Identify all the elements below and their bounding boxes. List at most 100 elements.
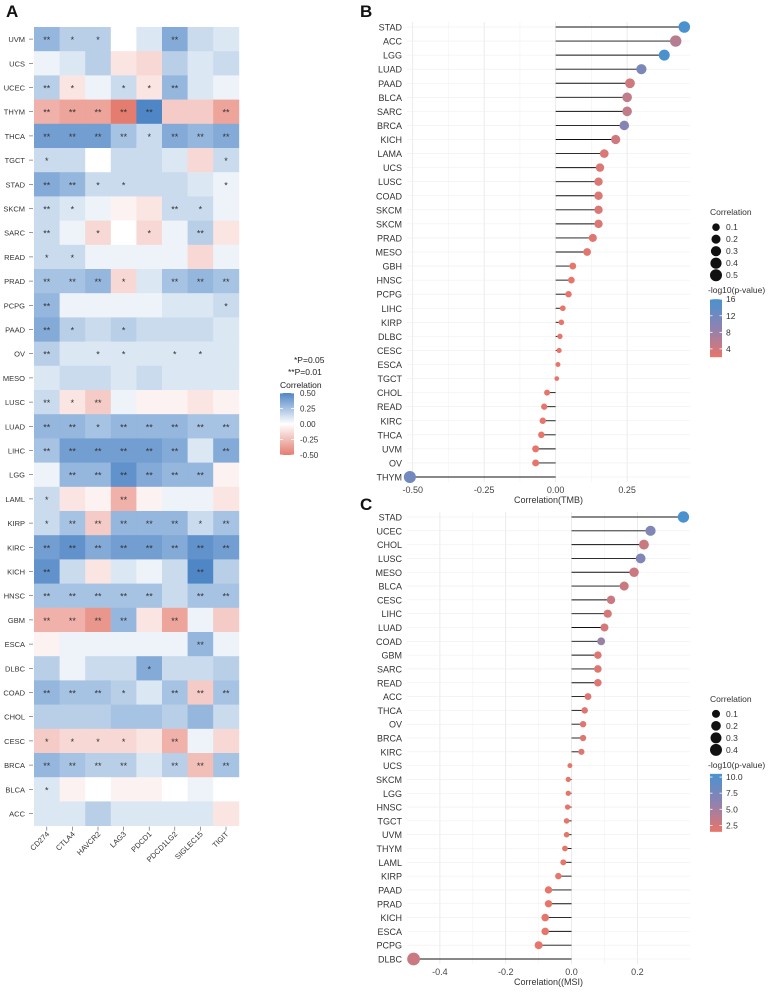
significance-mark: ** [171, 689, 179, 699]
heatmap-column-label: LAG3 [108, 830, 128, 850]
category-label: DLBC [378, 332, 403, 342]
heatmap-cell [136, 583, 163, 609]
category-label: CESC [377, 346, 403, 356]
heatmap-cell [213, 632, 240, 657]
heatmap-cell [162, 801, 188, 826]
significance-mark: ** [197, 422, 205, 432]
heatmap-cell [136, 511, 163, 536]
heatmap-cell [187, 244, 214, 270]
heatmap-row-label: LUSC [5, 398, 26, 407]
significance-mark: ** [171, 519, 179, 529]
heatmap-row-label: SARC [4, 229, 25, 238]
heatmap-cell [187, 438, 214, 463]
x-tick-label: 0.00 [547, 485, 565, 495]
heatmap-row-label: GBM [8, 616, 25, 625]
significance-mark: * [224, 156, 228, 166]
category-label: LUAD [378, 623, 403, 633]
heatmap-cell [136, 632, 163, 657]
heatmap-cell [34, 123, 60, 149]
heatmap-cell [136, 753, 163, 778]
heatmap-cell [162, 196, 188, 221]
heatmap-cell [59, 75, 86, 100]
lollipop-point [563, 831, 570, 838]
heatmap-cell [85, 293, 112, 318]
significance-mark: * [199, 205, 203, 215]
significance-mark: * [122, 350, 126, 360]
heatmap-row-label: UCEC [4, 84, 26, 93]
heatmap-cell [213, 462, 240, 488]
heatmap-cell [85, 51, 112, 76]
lollipop-point [556, 347, 562, 354]
heatmap-row-label: THCA [5, 132, 25, 141]
lollipop-point [645, 525, 656, 536]
size-legend-label: 0.3 [726, 733, 738, 743]
significance-mark: ** [146, 519, 154, 529]
heatmap-cell [162, 607, 188, 633]
heatmap-cell [213, 801, 240, 826]
panel-letter-b: B [360, 2, 372, 21]
significance-mark: ** [222, 592, 230, 602]
heatmap-cell [136, 559, 163, 584]
heatmap-cell [110, 656, 137, 681]
category-label: PRAD [377, 899, 403, 909]
heatmap-cell [59, 777, 86, 802]
heatmap-cell [187, 583, 214, 609]
significance-mark: ** [69, 592, 77, 602]
significance-mark: * [147, 229, 151, 239]
size-legend-dot [710, 246, 722, 257]
lollipop-point [594, 665, 602, 673]
significance-mark: ** [94, 592, 102, 602]
lollipop-point [594, 191, 603, 200]
heatmap-cell [59, 704, 86, 730]
heatmap-cell [110, 390, 137, 415]
heatmap-cell [34, 656, 60, 681]
lollipop-point [670, 35, 682, 47]
heatmap-cell [162, 728, 188, 754]
color-legend-label: 2.5 [726, 820, 738, 830]
lollipop-point [544, 900, 553, 908]
significance-mark: ** [171, 447, 179, 457]
heatmap-row-label: ESCA [5, 640, 25, 649]
heatmap-cell [110, 486, 137, 512]
heatmap-cell [59, 656, 86, 681]
heatmap-row-label: LIHC [8, 447, 26, 456]
heatmap-cell [110, 51, 137, 76]
significance-mark: ** [120, 132, 128, 142]
significance-mark: ** [69, 132, 77, 142]
heatmap-cell [162, 486, 188, 512]
lollipop-point [622, 106, 632, 117]
heatmap-cell [85, 656, 112, 681]
heatmap-cell [187, 196, 214, 221]
heatmap-cell [136, 196, 163, 221]
significance-mark: * [71, 205, 75, 215]
significance-mark: ** [222, 689, 230, 699]
significance-mark: * [71, 84, 75, 94]
heatmap-row-label: HNSC [4, 592, 26, 601]
lollipop-point [658, 49, 670, 61]
heatmap-cell [187, 728, 214, 754]
significance-mark: ** [69, 761, 77, 771]
size-legend-label: 0.2 [726, 721, 738, 731]
heatmap-column-label: HAVCR2 [75, 830, 102, 857]
heatmap-cell [59, 293, 86, 318]
heatmap-cell [136, 728, 163, 754]
heatmap-cell [110, 269, 137, 294]
significance-mark: * [96, 35, 100, 45]
lollipop-panel-msi: -0.4 -0.2 0.0 0.2 STAD UCEC CHOL LUSC MESO BLCA CE… [375, 511, 765, 987]
significance-mark: ** [171, 761, 179, 771]
lollipop-point [611, 134, 621, 145]
category-label: MESO [375, 568, 402, 578]
significance-mark: * [45, 737, 49, 747]
significance-mark: ** [43, 543, 51, 553]
heatmap-cell [162, 390, 188, 415]
size-legend-title: Correlation [710, 207, 752, 217]
significance-mark: * [71, 737, 75, 747]
significance-mark: * [96, 229, 100, 239]
significance-note-1: *P=0.05 [294, 355, 325, 365]
heatmap-cell [136, 317, 163, 342]
significance-mark: ** [94, 108, 102, 118]
lollipop-point [558, 319, 565, 326]
heatmap-cell [34, 99, 60, 125]
heatmap-cell [85, 365, 112, 391]
significance-mark: ** [146, 543, 154, 553]
